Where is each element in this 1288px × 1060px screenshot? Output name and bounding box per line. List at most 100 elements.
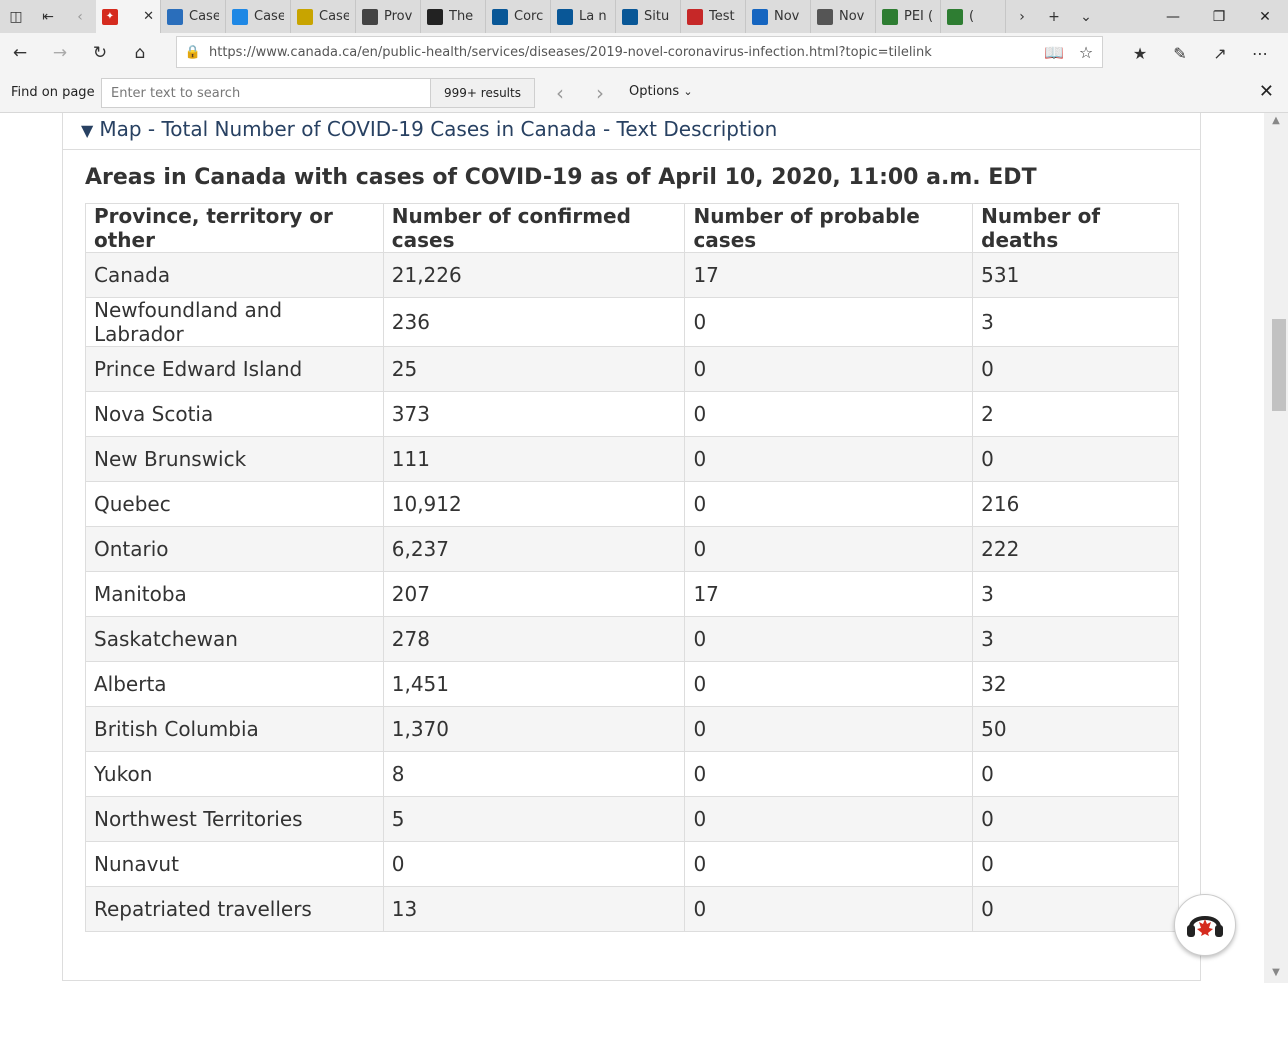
- table-cell: 0: [684, 481, 974, 527]
- table-cell: 1,370: [382, 706, 686, 752]
- tab-preview-chevron-icon[interactable]: ⌄: [1080, 8, 1092, 25]
- reading-view-icon[interactable]: 📖: [1044, 42, 1064, 62]
- tab-label: Situ: [644, 9, 670, 24]
- table-cell: New Brunswick: [85, 436, 384, 482]
- table-cell: Ontario: [85, 526, 384, 572]
- browser-tab[interactable]: The: [421, 0, 486, 33]
- pen-notes-icon[interactable]: ✎: [1173, 43, 1187, 63]
- table-row: Saskatchewan 278 0 3: [85, 616, 1179, 662]
- browser-tab[interactable]: Case: [226, 0, 291, 33]
- set-aside-tabs-icon[interactable]: ⇤: [42, 8, 54, 25]
- browser-tab[interactable]: PEI (: [876, 0, 941, 33]
- details-summary[interactable]: ▼ Map - Total Number of COVID-19 Cases in…: [63, 113, 1200, 150]
- table-cell: 207: [382, 571, 686, 617]
- scroll-thumb[interactable]: [1272, 319, 1286, 411]
- minimize-icon[interactable]: —: [1166, 8, 1180, 25]
- column-header: Number of deaths: [972, 203, 1179, 253]
- table-cell: 32: [972, 661, 1179, 707]
- tab-list: ✦ ✕ Case Case Case Prov The Corc La n Situ Test Nov…: [96, 0, 1006, 33]
- lock-icon: 🔒: [184, 44, 202, 60]
- table-cell: 0: [684, 526, 974, 572]
- headset-maple-leaf-icon: [1187, 916, 1223, 937]
- browser-tab[interactable]: Prov: [356, 0, 421, 33]
- globe-icon: [947, 8, 963, 25]
- chart-icon: [232, 8, 248, 25]
- page-content: ▼ Map - Total Number of COVID-19 Cases in…: [0, 113, 1264, 1060]
- find-options-button[interactable]: Options ⌄: [629, 84, 693, 99]
- scroll-down-icon[interactable]: ▼: [1272, 967, 1280, 978]
- table-body: Canada 21,226 17 531 Newfoundland and Labrad…: [85, 252, 1179, 932]
- favorite-star-icon[interactable]: ☆: [1078, 42, 1094, 62]
- share-icon[interactable]: ↗: [1213, 43, 1227, 63]
- browser-tab[interactable]: Nov: [811, 0, 876, 33]
- find-next-icon[interactable]: ›: [596, 81, 604, 105]
- table-cell: 3: [972, 297, 1179, 347]
- browser-tab[interactable]: Test: [681, 0, 746, 33]
- browser-tab[interactable]: (: [941, 0, 1006, 33]
- chat-assistant-button[interactable]: [1174, 894, 1236, 956]
- table-row: Alberta 1,451 0 32: [85, 661, 1179, 707]
- find-input[interactable]: [101, 78, 431, 108]
- column-header: Number of confirmed cases: [382, 203, 686, 253]
- nb-flag-icon: [817, 8, 833, 25]
- table-cell: 236: [382, 297, 686, 347]
- browser-tab[interactable]: La n: [551, 0, 616, 33]
- scrollbar[interactable]: ▲ ▼: [1264, 113, 1288, 983]
- more-menu-icon[interactable]: ⋯: [1252, 43, 1268, 63]
- table-row: Ontario 6,237 0 222: [85, 526, 1179, 572]
- browser-tab[interactable]: Case: [291, 0, 356, 33]
- scroll-tabs-left-icon[interactable]: ‹: [77, 8, 83, 25]
- table-cell: 0: [684, 297, 974, 347]
- favorites-hub-icon[interactable]: ★: [1132, 43, 1148, 63]
- refresh-icon[interactable]: ↻: [92, 43, 108, 63]
- close-find-icon[interactable]: ✕: [1258, 81, 1274, 102]
- summary-link[interactable]: ▼ Map - Total Number of COVID-19 Cases in…: [81, 117, 777, 141]
- table-cell: 0: [684, 706, 974, 752]
- table-cell: Quebec: [85, 481, 384, 527]
- url-text[interactable]: https://www.canada.ca/en/public-health/s…: [209, 44, 932, 60]
- tab-label: PEI (: [904, 9, 934, 24]
- doc-icon: [297, 8, 313, 25]
- table-cell: 0: [972, 796, 1179, 842]
- table-row: Nunavut 0 0 0: [85, 841, 1179, 887]
- back-icon[interactable]: ←: [12, 43, 28, 63]
- triangle-down-icon: ▼: [81, 121, 94, 140]
- close-tab-icon[interactable]: ✕: [143, 9, 154, 24]
- table-cell: 0: [684, 391, 974, 437]
- column-header: Province, territory or other: [85, 203, 384, 253]
- scroll-tabs-right-icon[interactable]: ›: [1019, 8, 1025, 25]
- tab-manager-icon[interactable]: ◫: [9, 8, 23, 25]
- tab-label: Nov: [774, 9, 800, 24]
- tab-label: Corc: [514, 9, 544, 24]
- browser-tab[interactable]: ✦ ✕: [96, 0, 161, 33]
- home-icon[interactable]: ⌂: [134, 43, 146, 63]
- new-tab-icon[interactable]: +: [1048, 8, 1060, 25]
- table-row: Manitoba 207 17 3: [85, 571, 1179, 617]
- table-row: Prince Edward Island 25 0 0: [85, 346, 1179, 392]
- scroll-up-icon[interactable]: ▲: [1272, 115, 1280, 126]
- browser-tab[interactable]: Case: [161, 0, 226, 33]
- table-row: Newfoundland and Labrador 236 0 3: [85, 297, 1179, 347]
- table-cell: 111: [382, 436, 686, 482]
- tab-label: (: [969, 9, 975, 24]
- fleur-de-lis-icon: [557, 8, 573, 25]
- table-cell: British Columbia: [85, 706, 384, 752]
- find-bar: Find on page 999+ results ‹ › Options ⌄ …: [0, 73, 1288, 113]
- close-window-icon[interactable]: ✕: [1259, 8, 1271, 25]
- table-cell: 17: [684, 252, 974, 298]
- table-cell: 0: [972, 346, 1179, 392]
- tab-label: Nov: [839, 9, 865, 24]
- table-cell: 17: [684, 571, 974, 617]
- cbc-icon: [167, 8, 183, 25]
- browser-tab[interactable]: Corc: [486, 0, 551, 33]
- restore-icon[interactable]: ❐: [1212, 8, 1226, 25]
- tab-strip: ◫ ⇤ ‹ ✦ ✕ Case Case Case Prov The Corc La n Situ T…: [0, 0, 1288, 33]
- find-previous-icon[interactable]: ‹: [556, 81, 564, 105]
- browser-tab[interactable]: Nov: [746, 0, 811, 33]
- browser-tab[interactable]: Situ: [616, 0, 681, 33]
- fleur-de-lis-icon: [622, 8, 638, 25]
- address-bar[interactable]: 🔒 https://www.canada.ca/en/public-health…: [176, 36, 1103, 68]
- forward-icon[interactable]: →: [52, 43, 68, 63]
- table-cell: 0: [684, 346, 974, 392]
- table-cell: 0: [684, 796, 974, 842]
